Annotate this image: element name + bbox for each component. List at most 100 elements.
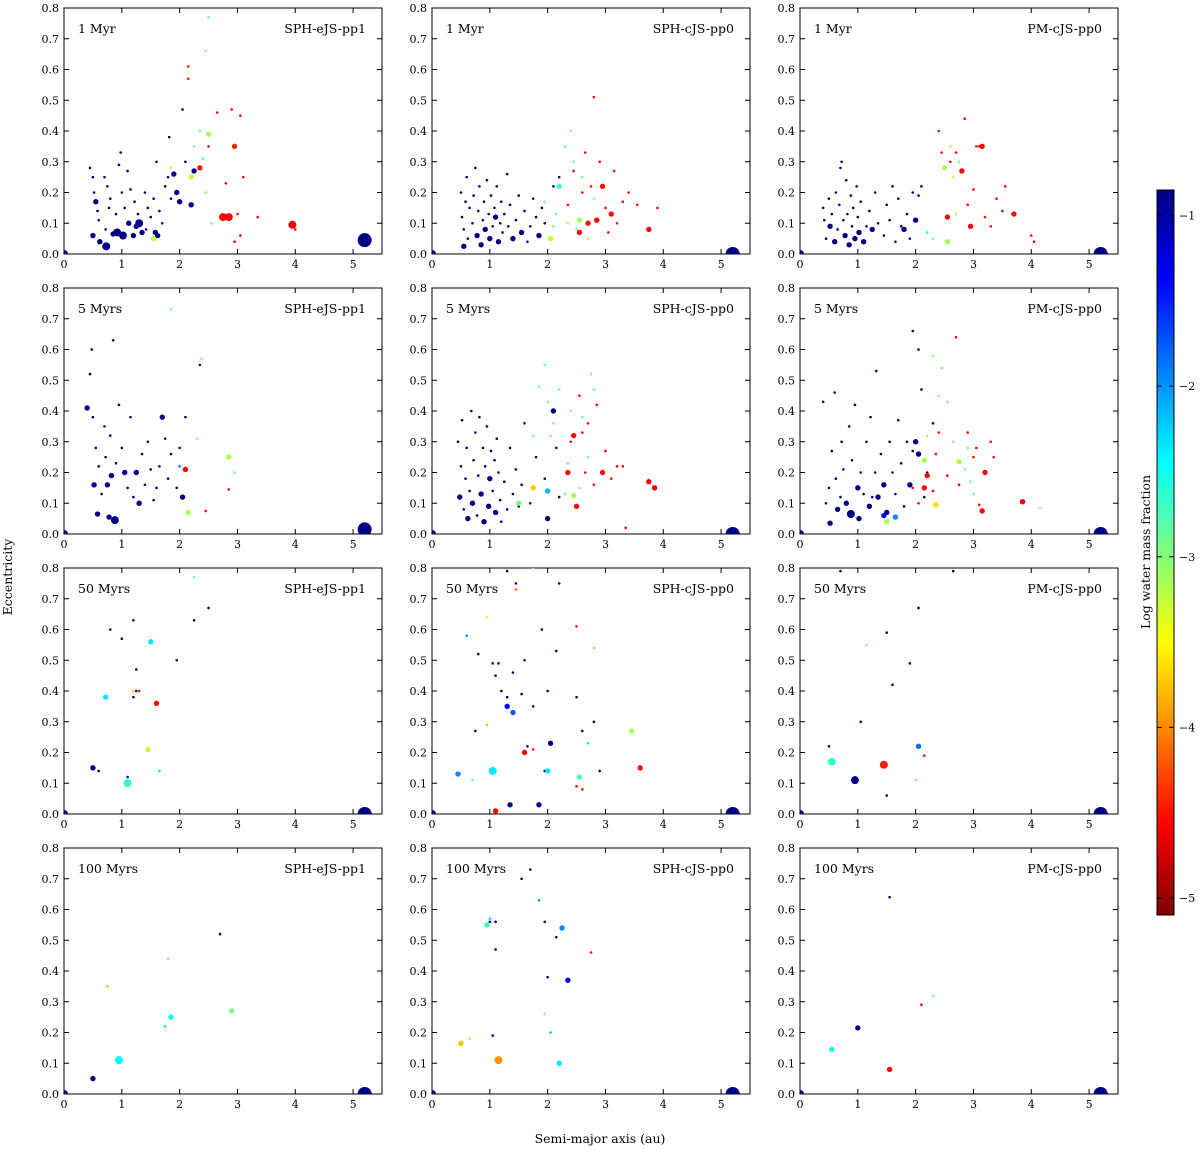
y-tick-label: 0.1	[778, 777, 796, 790]
body-point	[954, 151, 958, 154]
body-point	[921, 485, 928, 491]
body-point	[106, 985, 109, 988]
y-tick-label: 0.4	[410, 685, 428, 698]
body-point	[178, 465, 181, 468]
body-point	[483, 465, 487, 468]
x-tick-label: 2	[544, 1098, 551, 1111]
body-point	[963, 117, 967, 120]
body-point	[838, 203, 841, 207]
body-point	[106, 185, 109, 188]
body-point	[167, 135, 171, 139]
time-label: 100 Myrs	[78, 861, 138, 876]
body-point	[476, 652, 480, 656]
body-point	[207, 15, 210, 19]
body-point	[604, 449, 607, 453]
body-point	[873, 471, 877, 474]
body-point	[521, 749, 528, 756]
x-tick-label: 2	[176, 1098, 183, 1111]
body-point	[598, 769, 601, 773]
body-point	[931, 489, 935, 493]
body-point	[219, 213, 227, 222]
body-point	[1032, 240, 1036, 243]
body-point	[491, 489, 495, 493]
body-point	[556, 183, 562, 190]
body-point	[856, 229, 862, 236]
body-point	[489, 449, 493, 453]
body-point	[465, 634, 468, 637]
x-tick-label: 5	[350, 538, 357, 551]
time-label: 1 Myr	[446, 21, 484, 36]
x-tick-label: 0	[797, 538, 804, 551]
jupiter-point	[725, 1087, 740, 1094]
body-point	[534, 215, 538, 219]
body-point	[543, 920, 547, 924]
body-point	[879, 452, 883, 456]
body-point	[888, 218, 891, 222]
body-point	[123, 779, 132, 788]
y-tick-label: 0.4	[778, 125, 796, 138]
body-point	[921, 457, 928, 463]
body-point	[547, 235, 554, 242]
x-tick-label: 5	[1086, 538, 1093, 551]
body-point	[908, 662, 912, 665]
body-point	[869, 415, 872, 419]
y-tick-label: 0.6	[410, 344, 428, 357]
data-points	[64, 308, 372, 534]
body-point	[120, 191, 124, 194]
y-tick-label: 0.7	[42, 33, 60, 46]
body-point	[800, 1090, 804, 1094]
body-point	[108, 434, 112, 437]
y-tick-label: 0.4	[42, 965, 60, 978]
body-point	[566, 203, 570, 207]
body-point	[230, 108, 233, 111]
body-point	[917, 501, 920, 505]
body-point	[64, 810, 68, 814]
body-point	[130, 232, 137, 239]
y-tick-label: 0.4	[778, 685, 796, 698]
body-point	[485, 503, 492, 510]
body-point	[491, 662, 495, 665]
y-tick-label: 0.8	[42, 2, 60, 15]
body-point	[464, 200, 467, 204]
body-point	[457, 494, 463, 500]
body-point	[136, 500, 142, 506]
body-point	[96, 209, 99, 213]
body-point	[575, 785, 578, 788]
jupiter-point	[1093, 807, 1108, 814]
body-point	[552, 185, 555, 188]
colorbar-title: Log water mass fraction	[1138, 475, 1153, 629]
body-point	[462, 228, 466, 231]
body-point	[528, 501, 532, 505]
body-point	[1011, 211, 1017, 217]
model-label: PM-cJS-pp0	[1027, 581, 1102, 596]
body-point	[471, 221, 474, 225]
y-tick-label: 0.0	[410, 1088, 428, 1101]
body-point	[827, 757, 836, 766]
body-point	[885, 631, 889, 634]
body-point	[459, 191, 463, 194]
body-point	[949, 145, 952, 148]
body-point	[583, 151, 587, 154]
body-point	[850, 776, 859, 785]
x-tick-label: 2	[912, 258, 919, 271]
body-point	[849, 194, 853, 197]
body-point	[589, 951, 593, 954]
y-tick-label: 0.8	[42, 842, 60, 855]
body-point	[494, 1056, 503, 1065]
body-point	[586, 422, 590, 425]
x-tick-label: 4	[660, 818, 667, 831]
time-label: 50 Myrs	[446, 581, 498, 596]
body-point	[464, 477, 467, 480]
jupiter-point	[725, 807, 740, 814]
y-tick-label: 0.5	[778, 374, 796, 387]
body-point	[839, 569, 842, 573]
body-point	[585, 220, 591, 226]
plot-frame	[431, 287, 751, 535]
body-point	[941, 165, 948, 171]
body-point	[570, 492, 577, 499]
x-tick-label: 5	[718, 258, 725, 271]
y-tick-label: 0.1	[410, 777, 428, 790]
panel-grid: 0 1 2 3 4 5 0.0 0.1 0.2 0.3 0.4 0.5 0.6 0.7 0.8 1 Myr SP…	[42, 2, 1119, 1111]
y-tick-label: 0.2	[410, 467, 428, 480]
body-point	[534, 455, 538, 459]
